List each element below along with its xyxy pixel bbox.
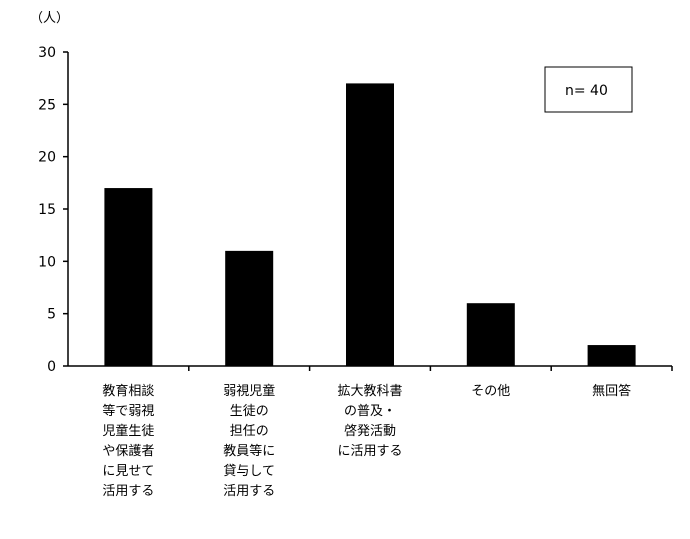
x-category-label: に見せて: [102, 464, 154, 479]
y-tick-label: 15: [38, 202, 56, 218]
y-tick-label: 25: [38, 97, 56, 113]
x-category-label: 児童生徒: [102, 423, 154, 439]
x-category-label: 等で弱視: [102, 403, 154, 419]
x-category-label: 弱視児童: [223, 383, 275, 399]
x-category-label: 担任の: [230, 424, 269, 439]
bar: [466, 303, 515, 366]
x-category-label: 拡大教科書: [337, 383, 402, 399]
y-tick-label: 0: [47, 359, 56, 375]
x-category-label: 活用する: [223, 484, 275, 499]
y-tick-label: 30: [38, 45, 56, 61]
x-category-label: の普及・: [344, 404, 396, 419]
x-category-label: に活用する: [337, 444, 402, 459]
x-category-label: や保護者: [102, 443, 154, 459]
y-tick-label: 10: [38, 254, 56, 270]
y-tick-label: 5: [47, 307, 56, 323]
bar: [587, 345, 636, 366]
x-category-label: 無回答: [592, 383, 631, 399]
x-category-label: 生徒の: [230, 404, 269, 419]
x-category-label: 教員等に: [223, 443, 275, 459]
legend-text: n= 40: [565, 83, 608, 99]
x-category-label: 教育相談: [102, 383, 154, 399]
bar: [104, 188, 153, 366]
y-unit-label: （人）: [30, 11, 69, 26]
bar: [346, 83, 394, 367]
bar: [225, 250, 274, 366]
x-category-label: 啓発活動: [344, 424, 396, 439]
y-tick-label: 20: [38, 150, 56, 166]
legend-box: [544, 66, 633, 113]
x-category-label: 活用する: [102, 484, 154, 499]
x-category-label: 貸与して: [223, 463, 275, 479]
x-category-label: その他: [471, 384, 510, 399]
